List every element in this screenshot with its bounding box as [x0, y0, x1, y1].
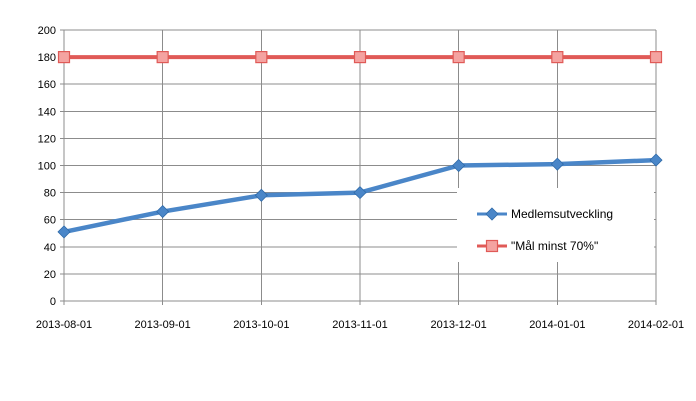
- y-tick-label: 0: [50, 296, 56, 308]
- y-tick-label: 80: [44, 188, 56, 200]
- legend-label: "Mål minst 70%": [511, 239, 598, 253]
- y-tick-label: 160: [38, 79, 56, 91]
- data-point: [551, 50, 564, 64]
- data-point: [353, 50, 367, 64]
- series-1: [57, 153, 663, 239]
- data-point: [254, 188, 268, 202]
- data-point: [452, 50, 465, 64]
- data-point: [156, 205, 170, 219]
- data-point: [57, 225, 71, 239]
- x-axis-ticks: 2013-08-01 2013-09-01 2013-10-01 2013-11-01…: [36, 319, 684, 331]
- y-tick-label: 120: [38, 133, 56, 145]
- x-tick-label: 2013-12-01: [431, 319, 487, 331]
- data-point: [255, 50, 268, 64]
- y-tick-label: 20: [44, 269, 56, 281]
- data-point: [57, 50, 71, 64]
- y-tick-label: 200: [38, 25, 56, 37]
- x-tick-label: 2014-01-01: [529, 319, 585, 331]
- y-tick-label: 40: [44, 242, 56, 254]
- series-2: [57, 50, 663, 64]
- data-point: [649, 153, 663, 167]
- data-point: [649, 50, 663, 64]
- data-point: [452, 158, 466, 173]
- legend-swatch-marker: [485, 239, 499, 253]
- x-tick-label: 2013-09-01: [135, 319, 191, 331]
- axes: [60, 29, 657, 305]
- legend-swatch-marker: [485, 207, 499, 221]
- data-point: [550, 157, 564, 171]
- y-tick-label: 180: [38, 52, 56, 64]
- data-point: [353, 186, 367, 200]
- y-axis-ticks: 0 20 40 60 80 100 120 140 160 180 200: [38, 25, 56, 308]
- y-tick-label: 60: [44, 215, 56, 227]
- legend-entry: Medlemsutveckling: [477, 207, 613, 221]
- data-point: [156, 50, 169, 64]
- x-tick-label: 2014-02-01: [628, 319, 684, 331]
- y-tick-label: 140: [38, 106, 56, 118]
- legend-entry: "Mål minst 70%": [477, 239, 598, 253]
- legend: Medlemsutveckling "Mål minst 70%": [457, 188, 654, 262]
- x-tick-label: 2013-11-01: [332, 319, 387, 331]
- x-tick-label: 2013-08-01: [36, 319, 92, 331]
- y-tick-label: 100: [38, 161, 56, 173]
- legend-label: Medlemsutveckling: [511, 207, 613, 221]
- series: [57, 50, 663, 239]
- x-tick-label: 2013-10-01: [233, 319, 289, 331]
